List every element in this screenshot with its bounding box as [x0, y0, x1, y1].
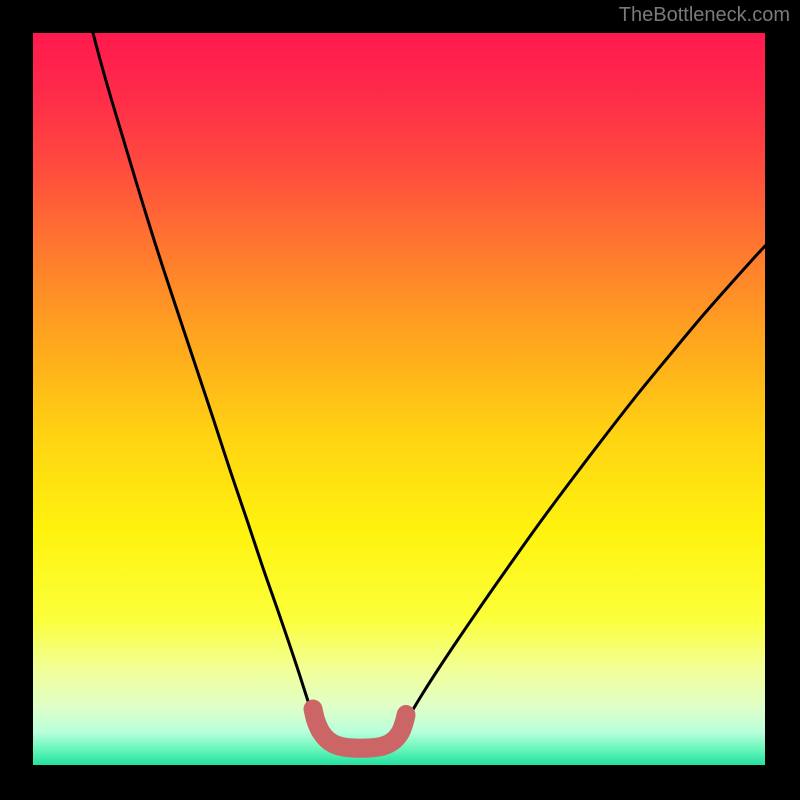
plot-area [33, 33, 765, 765]
bottom-u-mark [304, 700, 415, 748]
chart-container: TheBottleneck.com [0, 0, 800, 800]
left-curve [93, 33, 317, 725]
right-curve [403, 246, 765, 728]
curves-layer [33, 33, 765, 765]
watermark-text: TheBottleneck.com [619, 4, 790, 27]
